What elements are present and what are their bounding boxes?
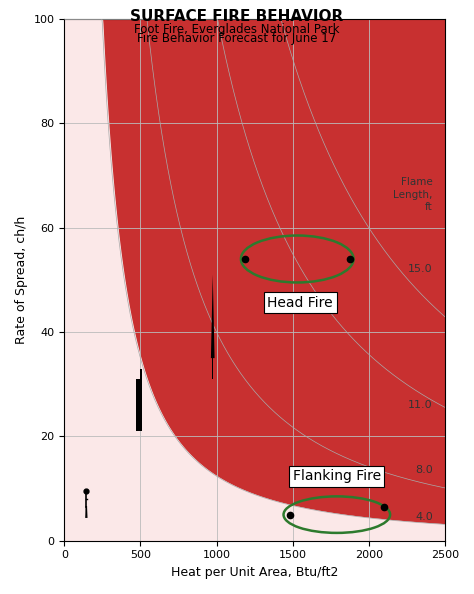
Text: SURFACE FIRE BEHAVIOR: SURFACE FIRE BEHAVIOR — [130, 9, 344, 24]
Text: 4.0: 4.0 — [415, 512, 433, 522]
Bar — [136, 379, 142, 421]
Text: Flame
Length,
ft: Flame Length, ft — [393, 177, 433, 212]
Bar — [136, 410, 142, 431]
Bar — [140, 368, 142, 394]
Text: Fire Behavior Forecast for June 17: Fire Behavior Forecast for June 17 — [137, 32, 337, 45]
Text: 8.0: 8.0 — [415, 465, 433, 475]
Text: Foot Fire, Everglades National Park: Foot Fire, Everglades National Park — [134, 23, 340, 36]
Bar — [212, 347, 213, 379]
Y-axis label: Rate of Spread, ch/h: Rate of Spread, ch/h — [15, 216, 28, 344]
Text: 15.0: 15.0 — [408, 264, 433, 274]
Text: Head Fire: Head Fire — [267, 295, 333, 309]
Polygon shape — [211, 274, 215, 358]
X-axis label: Heat per Unit Area, Btu/ft2: Heat per Unit Area, Btu/ft2 — [171, 566, 338, 579]
Text: 11.0: 11.0 — [408, 400, 433, 410]
Text: Flanking Fire: Flanking Fire — [293, 469, 381, 484]
